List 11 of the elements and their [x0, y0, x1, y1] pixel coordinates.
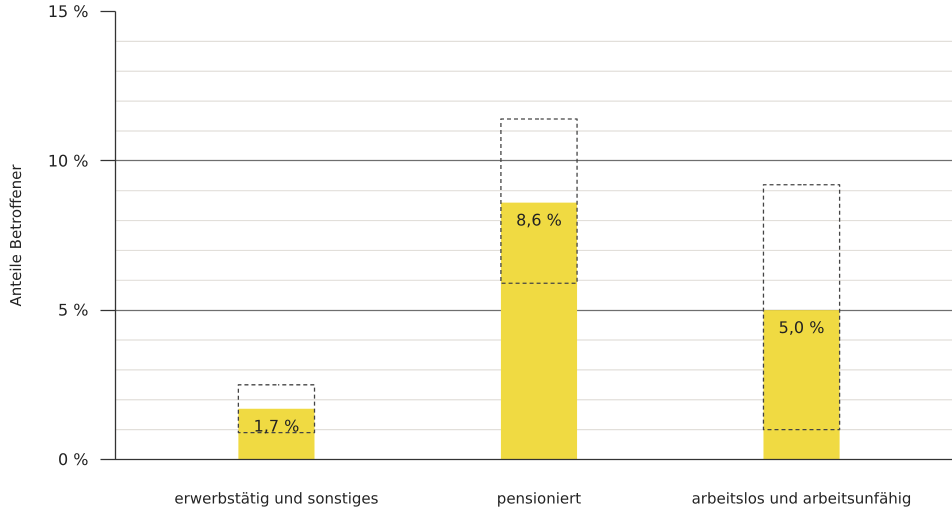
data-label: 5,0 %: [778, 318, 824, 338]
y-tick-label: 5 %: [58, 300, 88, 320]
data-label: 8,6 %: [516, 210, 562, 230]
y-tick-label: 15 %: [48, 2, 89, 21]
x-tick-label: arbeitslos und arbeitsunfähig: [692, 490, 912, 508]
y-tick-label: 0 %: [58, 450, 88, 469]
x-tick-label: erwerbstätig und sonstiges: [174, 490, 379, 508]
y-axis-title: Anteile Betroffener: [6, 164, 25, 307]
data-label: 1,7 %: [254, 416, 300, 436]
x-tick-label: pensioniert: [496, 490, 582, 508]
y-tick-label: 10 %: [48, 151, 89, 170]
